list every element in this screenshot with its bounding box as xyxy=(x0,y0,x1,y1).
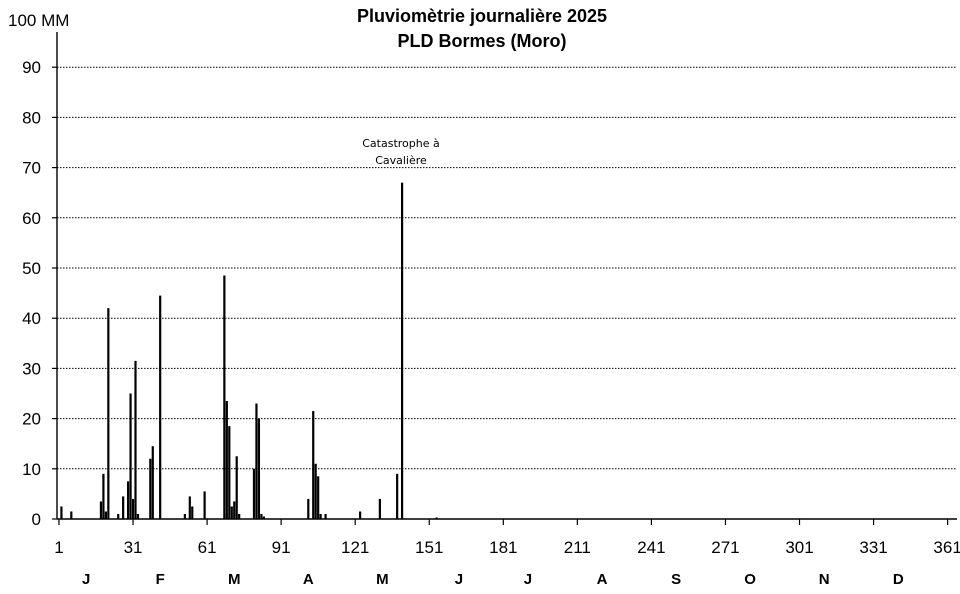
rain-bar xyxy=(225,401,228,519)
rain-bar xyxy=(149,458,152,519)
rain-bar xyxy=(238,513,241,519)
x-tick-label: 31 xyxy=(124,538,143,557)
x-tick-label: 91 xyxy=(272,538,291,557)
rain-bar xyxy=(319,513,322,519)
rain-bar xyxy=(107,308,110,519)
rain-bar xyxy=(435,517,438,519)
y-tick-label: 40 xyxy=(22,309,41,328)
month-label: J xyxy=(82,571,90,588)
y-tick-label: 50 xyxy=(22,259,41,278)
y-tick-label: 20 xyxy=(22,410,41,429)
rain-bar xyxy=(400,182,404,519)
y-ticks: 0 10 20 30 40 50 60 70 80 90 xyxy=(22,58,57,529)
month-label: N xyxy=(819,571,830,588)
rain-bar xyxy=(324,513,327,519)
rain-bar xyxy=(191,506,194,519)
rain-bar xyxy=(307,498,310,519)
bars xyxy=(60,182,438,519)
rain-bar xyxy=(314,463,317,519)
rain-bar xyxy=(126,481,130,519)
rain-bar xyxy=(260,513,263,519)
rain-bar xyxy=(317,476,320,519)
rain-bar xyxy=(255,403,258,519)
x-tick-label: 121 xyxy=(341,538,369,557)
month-label: A xyxy=(303,571,314,588)
rain-bar xyxy=(104,511,107,519)
axes xyxy=(56,32,957,520)
y-unit-label: 100 MM xyxy=(8,11,69,30)
month-label: J xyxy=(524,571,532,588)
rain-bar xyxy=(233,501,236,519)
rain-bar xyxy=(136,513,140,519)
rain-bar xyxy=(252,468,256,519)
annotation-line-1: Catastrophe à xyxy=(362,137,440,150)
x-tick-label: 331 xyxy=(859,538,887,557)
month-label: A xyxy=(597,571,608,588)
rain-bar xyxy=(183,513,186,519)
annotation-line-2: Cavalière xyxy=(375,154,427,167)
rain-bar xyxy=(230,506,233,519)
month-label: M xyxy=(376,571,389,588)
rain-bar xyxy=(122,496,125,519)
x-ticks: 1 31 61 91 121 151 181 211 241 271 301 331 361 xyxy=(54,519,960,557)
title-background xyxy=(332,6,632,52)
rain-bar xyxy=(257,418,261,519)
rain-bar xyxy=(235,456,238,519)
month-label: S xyxy=(671,571,681,588)
gridlines xyxy=(57,66,957,470)
annotation: Catastrophe à Cavalière xyxy=(362,137,440,167)
rain-bar xyxy=(203,491,206,519)
rain-bar xyxy=(262,516,265,519)
rain-bar xyxy=(102,473,105,519)
x-tick-label: 271 xyxy=(711,538,739,557)
x-tick-label: 61 xyxy=(198,538,217,557)
x-tick-label: 211 xyxy=(564,538,591,557)
month-label: J xyxy=(455,571,463,588)
y-tick-label: 30 xyxy=(22,359,41,378)
x-tick-label: 1 xyxy=(54,538,63,557)
rain-bar xyxy=(134,360,137,519)
x-tick-label: 301 xyxy=(785,538,813,557)
month-label: O xyxy=(744,571,756,588)
rain-bar xyxy=(312,411,315,519)
rain-bar xyxy=(378,498,381,519)
y-tick-label: 0 xyxy=(32,510,41,529)
y-tick-label: 10 xyxy=(22,460,41,479)
rain-bar xyxy=(129,393,132,519)
rain-bar xyxy=(70,511,73,519)
rain-bar xyxy=(159,295,162,519)
rain-bar xyxy=(188,496,191,519)
x-tick-label: 181 xyxy=(489,538,517,557)
rain-bar xyxy=(228,426,231,519)
y-tick-label: 80 xyxy=(22,108,41,127)
month-label: D xyxy=(893,571,904,588)
rain-bar xyxy=(99,501,103,519)
x-tick-label: 361 xyxy=(933,538,960,557)
month-label: M xyxy=(228,571,241,588)
rain-bar xyxy=(223,275,226,519)
y-tick-label: 60 xyxy=(22,209,41,228)
rain-bar xyxy=(151,446,154,519)
rain-bar xyxy=(60,506,63,519)
rain-bar xyxy=(359,511,362,519)
x-tick-label: 151 xyxy=(415,538,443,557)
rain-bar xyxy=(131,498,135,519)
x-tick-label: 241 xyxy=(637,538,665,557)
y-tick-label: 90 xyxy=(22,58,41,77)
rain-bar xyxy=(396,473,399,519)
y-tick-label: 70 xyxy=(22,159,41,178)
chart-title-line-2: PLD Bormes (Moro) xyxy=(397,31,566,51)
month-label: F xyxy=(156,571,165,588)
chart-title-line-1: Pluviomètrie journalière 2025 xyxy=(357,6,607,26)
rain-bar xyxy=(117,513,120,519)
